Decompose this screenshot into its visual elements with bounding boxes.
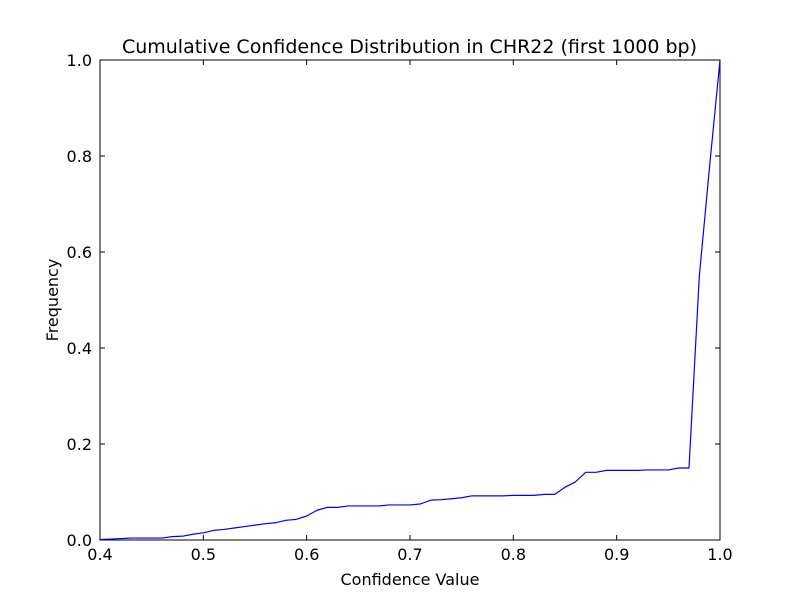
y-tick-label: 0.2 [67,435,92,454]
chart-title: Cumulative Confidence Distribution in CH… [122,36,697,58]
x-tick-label: 0.5 [191,545,216,564]
y-tick-label: 0.8 [67,147,92,166]
x-tick-label: 0.6 [294,545,319,564]
cumulative-frequency-line [99,59,721,541]
x-tick-label: 0.7 [397,545,422,564]
x-tick-label: 0.8 [501,545,526,564]
x-tick-label: 0.4 [87,545,112,564]
axis-tick-labels: 0.4 0.5 0.6 0.7 0.8 0.9 1.0 0.0 0.2 0.4 0.6 0.8 1.0 [67,51,733,564]
y-tick-label: 0.6 [67,243,92,262]
plot-area-frame [99,59,721,541]
x-tick-label: 0.9 [604,545,629,564]
data-series-layer [99,59,721,541]
x-tick-label: 1.0 [707,545,732,564]
y-tick-label: 0.4 [67,339,92,358]
y-axis-label: Frequency [43,259,62,342]
y-tick-label: 1.0 [67,51,92,70]
y-tick-label: 0.0 [67,531,92,550]
x-axis-label: Confidence Value [341,570,480,589]
